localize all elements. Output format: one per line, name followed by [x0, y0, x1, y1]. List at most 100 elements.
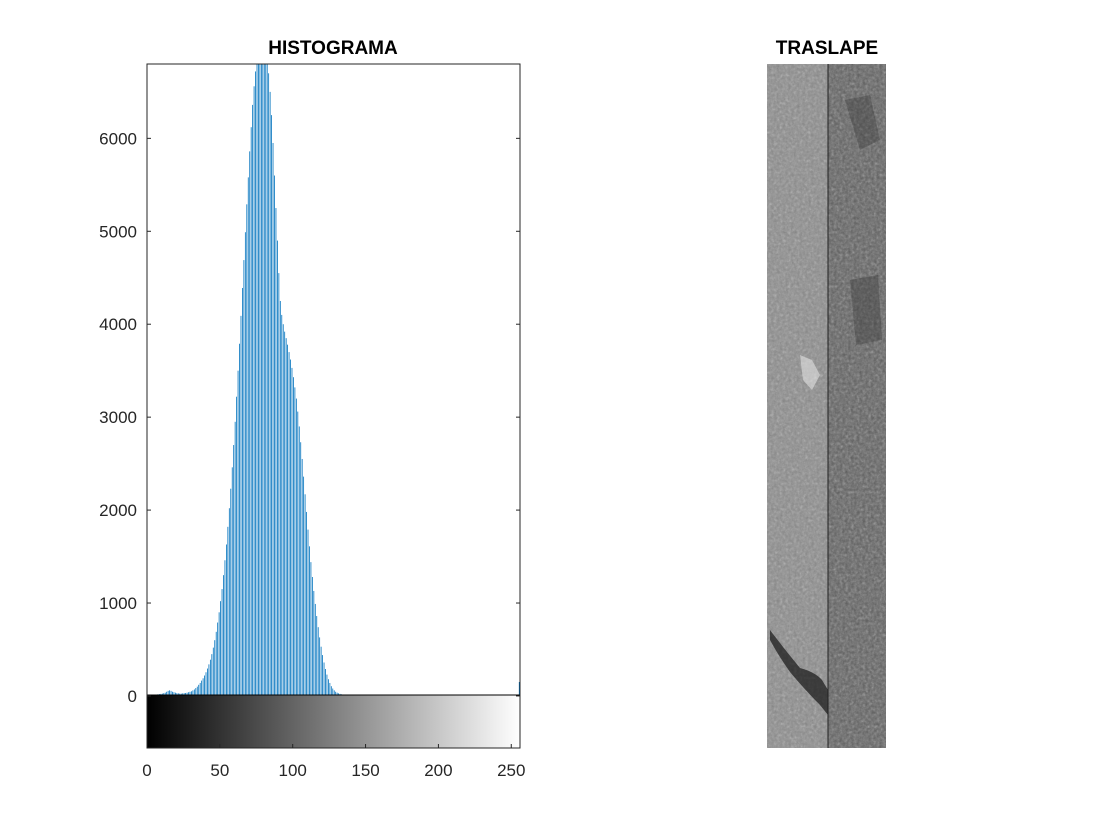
y-tick-label: 4000	[99, 315, 137, 334]
histogram-bar	[295, 398, 297, 696]
histogram-plot-area	[147, 64, 520, 748]
histogram-bar	[333, 690, 335, 696]
histogram-bar	[215, 631, 217, 696]
y-tick-label: 0	[128, 687, 137, 706]
histogram-bar	[239, 343, 240, 696]
histogram-bar	[518, 682, 520, 696]
histogram-bar	[323, 662, 325, 696]
histogram-bar	[301, 458, 303, 696]
histogram-bar	[212, 647, 214, 696]
histogram-bar	[304, 494, 306, 696]
histogram-bar	[317, 627, 319, 696]
histogram-bar	[259, 64, 261, 696]
y-tick-label: 2000	[99, 501, 137, 520]
histogram-bar	[189, 691, 191, 696]
histogram-bar	[196, 686, 198, 696]
x-tick-label: 200	[424, 761, 452, 780]
histogram-bar	[336, 692, 338, 696]
x-tick-label: 0	[142, 761, 151, 780]
histogram-bar	[311, 577, 313, 696]
histogram-bar	[307, 529, 309, 696]
histogram-bar	[169, 690, 170, 696]
x-tick-label: 50	[210, 761, 229, 780]
histogram-bar	[297, 411, 299, 696]
histogram-bar	[218, 612, 220, 696]
histogram-bar	[288, 352, 290, 696]
histogram-bar	[277, 240, 278, 696]
histogram-bar	[316, 616, 318, 696]
histogram-bar	[255, 71, 256, 696]
histogram-bar	[271, 115, 272, 696]
histogram-bar	[309, 546, 310, 696]
histogram-bar	[172, 691, 173, 696]
histogram-bar	[246, 204, 248, 696]
histogram-bar	[303, 476, 305, 696]
histogram-bar	[272, 142, 274, 696]
histogram-bar	[217, 622, 219, 696]
histogram-bar	[188, 692, 189, 696]
histogram-bar	[244, 232, 246, 696]
histogram-bar	[211, 654, 213, 696]
histogram-bar	[326, 674, 328, 696]
histogram-bar	[230, 488, 232, 696]
histogram-bar	[195, 688, 197, 696]
histogram-bar	[300, 442, 302, 696]
histogram-bar	[274, 175, 275, 696]
histogram-bar	[228, 508, 230, 696]
histogram-bar	[250, 127, 252, 696]
y-tick-label: 3000	[99, 408, 137, 427]
histogram-bar	[202, 678, 204, 696]
histogram-bar	[314, 603, 316, 696]
histogram-bar	[322, 655, 323, 696]
histogram-bar	[223, 575, 224, 696]
histogram-bar	[198, 684, 200, 696]
grayscale-colorbar	[147, 695, 520, 748]
histogram-bar	[290, 359, 291, 696]
histogram-bar	[166, 691, 168, 696]
histogram-bar	[281, 314, 283, 696]
histogram-bar	[319, 637, 321, 696]
histogram-bar	[193, 689, 195, 696]
histogram-bar	[243, 260, 245, 696]
histogram-bar	[325, 669, 326, 696]
histogram-bar	[214, 640, 216, 696]
histogram-bar	[262, 64, 264, 696]
histogram-bar	[231, 467, 233, 696]
histogram-bar	[263, 64, 265, 696]
histogram-bar	[249, 151, 251, 696]
histogram-bar	[234, 421, 236, 696]
histogram-bar	[199, 682, 201, 696]
histogram-bar	[240, 315, 242, 696]
y-tick-label: 6000	[99, 129, 137, 148]
histogram-bar	[310, 562, 312, 696]
histogram-bar	[282, 324, 284, 696]
histogram-bar	[185, 692, 187, 696]
histogram-bar	[233, 445, 235, 696]
histogram-bar	[330, 686, 332, 696]
histogram-bar	[291, 367, 293, 696]
histogram-bar	[293, 377, 294, 696]
histogram-bar	[207, 668, 208, 696]
histogram-bar	[208, 664, 210, 696]
histogram-bar	[205, 672, 207, 696]
histogram-bar	[204, 675, 205, 696]
histogram-bar	[170, 690, 172, 696]
histogram-bar	[275, 208, 277, 696]
histogram-bar	[328, 679, 329, 696]
histogram-bar	[209, 659, 211, 696]
histogram-bar	[265, 64, 267, 696]
histogram-bars	[151, 64, 520, 697]
histogram-bar	[164, 692, 166, 696]
histogram-bar	[287, 344, 288, 696]
histogram-bar	[192, 690, 194, 696]
histogram-bar	[167, 690, 169, 696]
histogram-bar	[191, 691, 192, 696]
histogram-bar	[332, 688, 334, 696]
y-axis-ticks: 0 1000 2000 3000 4000 5000 6000	[99, 129, 520, 706]
histogram-bar	[294, 387, 296, 696]
histogram-bar	[329, 682, 331, 696]
histogram-bar	[227, 526, 229, 696]
histogram-bar	[335, 691, 337, 696]
histogram-bar	[186, 692, 188, 696]
